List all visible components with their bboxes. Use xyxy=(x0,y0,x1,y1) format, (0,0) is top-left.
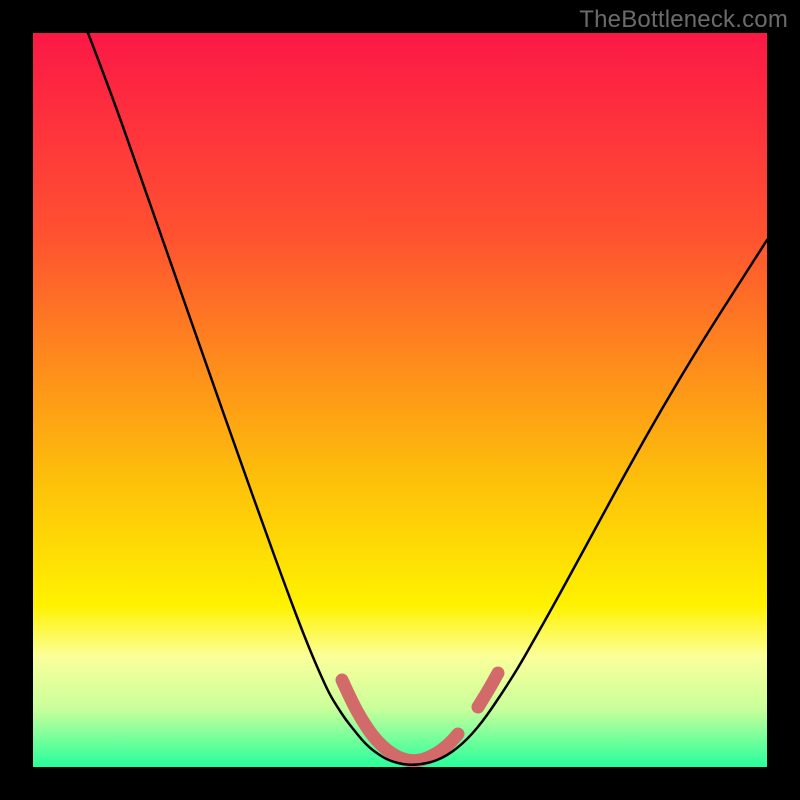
bottleneck-curve xyxy=(0,0,800,800)
curve-line xyxy=(88,33,767,765)
curve-marker-segment-1 xyxy=(342,680,458,761)
watermark-text: TheBottleneck.com xyxy=(579,6,788,34)
